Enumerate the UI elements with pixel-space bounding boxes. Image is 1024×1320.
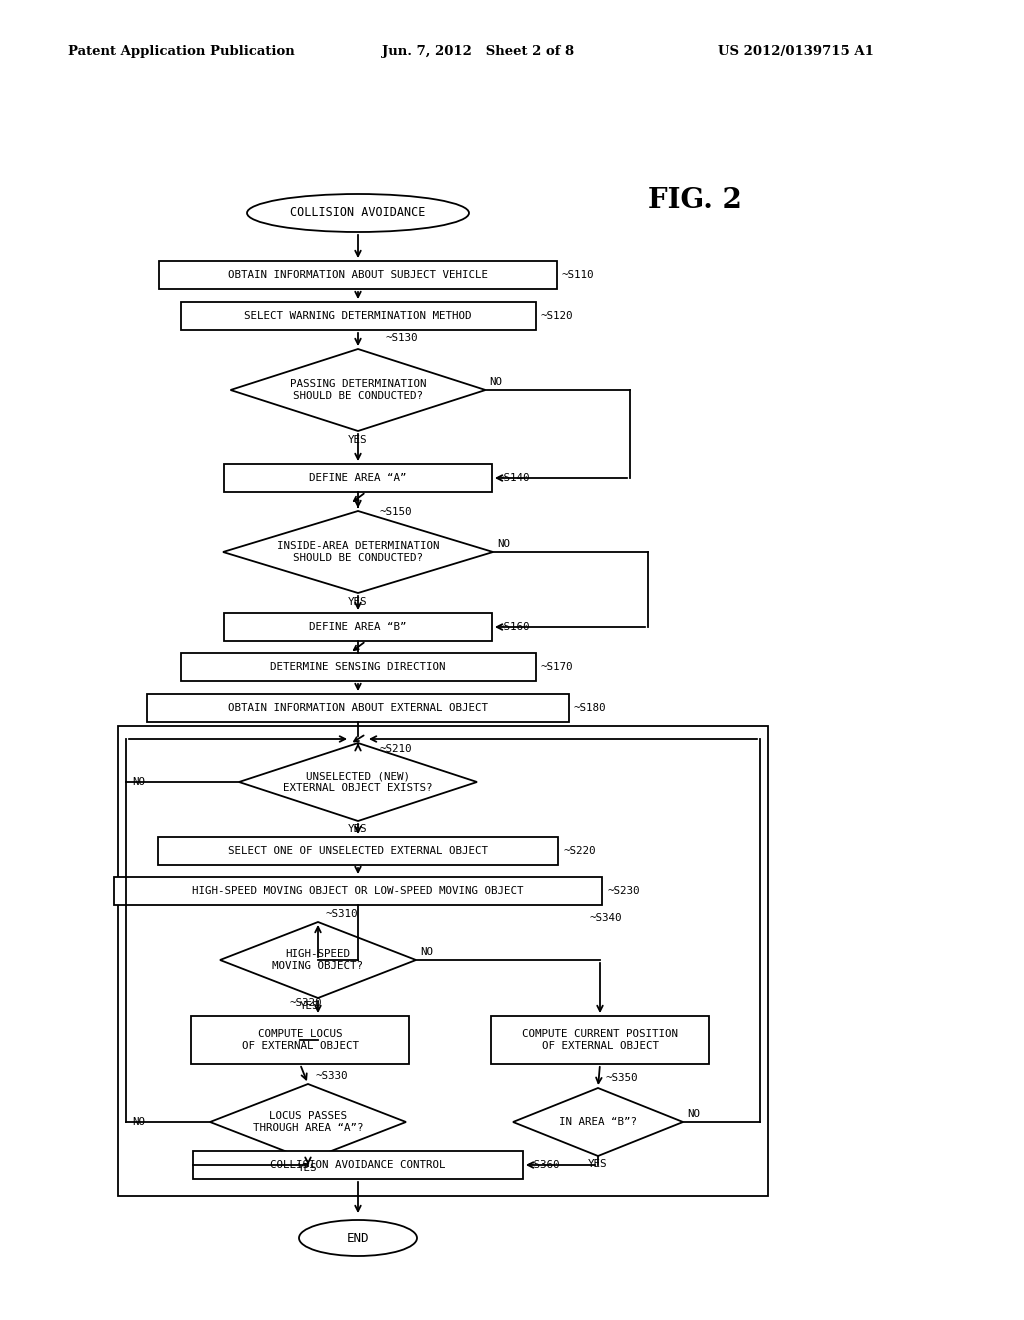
FancyBboxPatch shape xyxy=(224,465,492,492)
Polygon shape xyxy=(210,1084,406,1160)
Text: YES: YES xyxy=(348,436,368,445)
Text: ~S180: ~S180 xyxy=(574,704,606,713)
Text: ~S340: ~S340 xyxy=(590,913,623,923)
Text: ~S220: ~S220 xyxy=(563,846,596,855)
Text: HIGH-SPEED MOVING OBJECT OR LOW-SPEED MOVING OBJECT: HIGH-SPEED MOVING OBJECT OR LOW-SPEED MO… xyxy=(193,886,523,896)
FancyBboxPatch shape xyxy=(193,1151,523,1179)
Text: SELECT WARNING DETERMINATION METHOD: SELECT WARNING DETERMINATION METHOD xyxy=(245,312,472,321)
Text: PASSING DETERMINATION
SHOULD BE CONDUCTED?: PASSING DETERMINATION SHOULD BE CONDUCTE… xyxy=(290,379,426,401)
Text: COMPUTE CURRENT POSITION
OF EXTERNAL OBJECT: COMPUTE CURRENT POSITION OF EXTERNAL OBJ… xyxy=(522,1030,678,1051)
Text: NO: NO xyxy=(132,1117,145,1127)
Text: OBTAIN INFORMATION ABOUT SUBJECT VEHICLE: OBTAIN INFORMATION ABOUT SUBJECT VEHICLE xyxy=(228,271,488,280)
Polygon shape xyxy=(239,743,477,821)
Text: COLLISION AVOIDANCE: COLLISION AVOIDANCE xyxy=(291,206,426,219)
Text: FIG. 2: FIG. 2 xyxy=(648,186,741,214)
Text: ~S230: ~S230 xyxy=(607,886,640,896)
Text: US 2012/0139715 A1: US 2012/0139715 A1 xyxy=(718,45,873,58)
Text: NO: NO xyxy=(420,946,433,957)
Text: YES: YES xyxy=(348,597,368,607)
Text: OBTAIN INFORMATION ABOUT EXTERNAL OBJECT: OBTAIN INFORMATION ABOUT EXTERNAL OBJECT xyxy=(228,704,488,713)
Text: LOCUS PASSES
THROUGH AREA “A”?: LOCUS PASSES THROUGH AREA “A”? xyxy=(253,1111,364,1133)
Text: END: END xyxy=(347,1232,370,1245)
Text: ~S130: ~S130 xyxy=(386,333,419,343)
Text: ~S360: ~S360 xyxy=(528,1160,560,1170)
Polygon shape xyxy=(230,348,485,432)
Text: COLLISION AVOIDANCE CONTROL: COLLISION AVOIDANCE CONTROL xyxy=(270,1160,445,1170)
Text: SELECT ONE OF UNSELECTED EXTERNAL OBJECT: SELECT ONE OF UNSELECTED EXTERNAL OBJECT xyxy=(228,846,488,855)
Text: ~S210: ~S210 xyxy=(380,744,413,754)
Text: DEFINE AREA “B”: DEFINE AREA “B” xyxy=(309,622,407,632)
FancyBboxPatch shape xyxy=(147,694,569,722)
FancyBboxPatch shape xyxy=(114,876,602,906)
Text: ~S150: ~S150 xyxy=(380,507,413,517)
Text: ~S330: ~S330 xyxy=(316,1071,348,1081)
FancyBboxPatch shape xyxy=(180,302,536,330)
Text: Jun. 7, 2012   Sheet 2 of 8: Jun. 7, 2012 Sheet 2 of 8 xyxy=(382,45,574,58)
Text: YES: YES xyxy=(300,1001,319,1011)
Text: Patent Application Publication: Patent Application Publication xyxy=(68,45,295,58)
Text: INSIDE-AREA DETERMINATION
SHOULD BE CONDUCTED?: INSIDE-AREA DETERMINATION SHOULD BE COND… xyxy=(276,541,439,562)
Text: NO: NO xyxy=(132,777,145,787)
FancyBboxPatch shape xyxy=(158,837,558,865)
FancyBboxPatch shape xyxy=(180,653,536,681)
Polygon shape xyxy=(220,921,416,998)
Text: YES: YES xyxy=(348,824,368,834)
Text: DETERMINE SENSING DIRECTION: DETERMINE SENSING DIRECTION xyxy=(270,663,445,672)
Text: ~S170: ~S170 xyxy=(541,663,573,672)
Text: ~S310: ~S310 xyxy=(326,909,358,919)
Ellipse shape xyxy=(247,194,469,232)
Text: ~S120: ~S120 xyxy=(541,312,573,321)
FancyBboxPatch shape xyxy=(224,612,492,642)
Polygon shape xyxy=(513,1088,683,1156)
Text: NO: NO xyxy=(489,378,503,387)
Text: COMPUTE LOCUS
OF EXTERNAL OBJECT: COMPUTE LOCUS OF EXTERNAL OBJECT xyxy=(242,1030,358,1051)
FancyBboxPatch shape xyxy=(191,1016,409,1064)
Text: YES: YES xyxy=(298,1163,317,1173)
Text: HIGH-SPEED
MOVING OBJECT?: HIGH-SPEED MOVING OBJECT? xyxy=(272,949,364,970)
FancyBboxPatch shape xyxy=(490,1016,709,1064)
Text: DEFINE AREA “A”: DEFINE AREA “A” xyxy=(309,473,407,483)
Text: ~S320: ~S320 xyxy=(290,998,323,1008)
Text: ~S350: ~S350 xyxy=(606,1073,639,1082)
Text: YES: YES xyxy=(588,1159,608,1170)
Text: ~S140: ~S140 xyxy=(497,473,529,483)
Text: IN AREA “B”?: IN AREA “B”? xyxy=(559,1117,637,1127)
Text: ~S110: ~S110 xyxy=(562,271,595,280)
Text: UNSELECTED (NEW)
EXTERNAL OBJECT EXISTS?: UNSELECTED (NEW) EXTERNAL OBJECT EXISTS? xyxy=(284,771,433,793)
Text: NO: NO xyxy=(687,1109,700,1119)
FancyBboxPatch shape xyxy=(118,726,768,1196)
Ellipse shape xyxy=(299,1220,417,1257)
Polygon shape xyxy=(223,511,493,593)
Text: NO: NO xyxy=(497,539,510,549)
FancyBboxPatch shape xyxy=(159,261,557,289)
Text: ~S160: ~S160 xyxy=(497,622,529,632)
